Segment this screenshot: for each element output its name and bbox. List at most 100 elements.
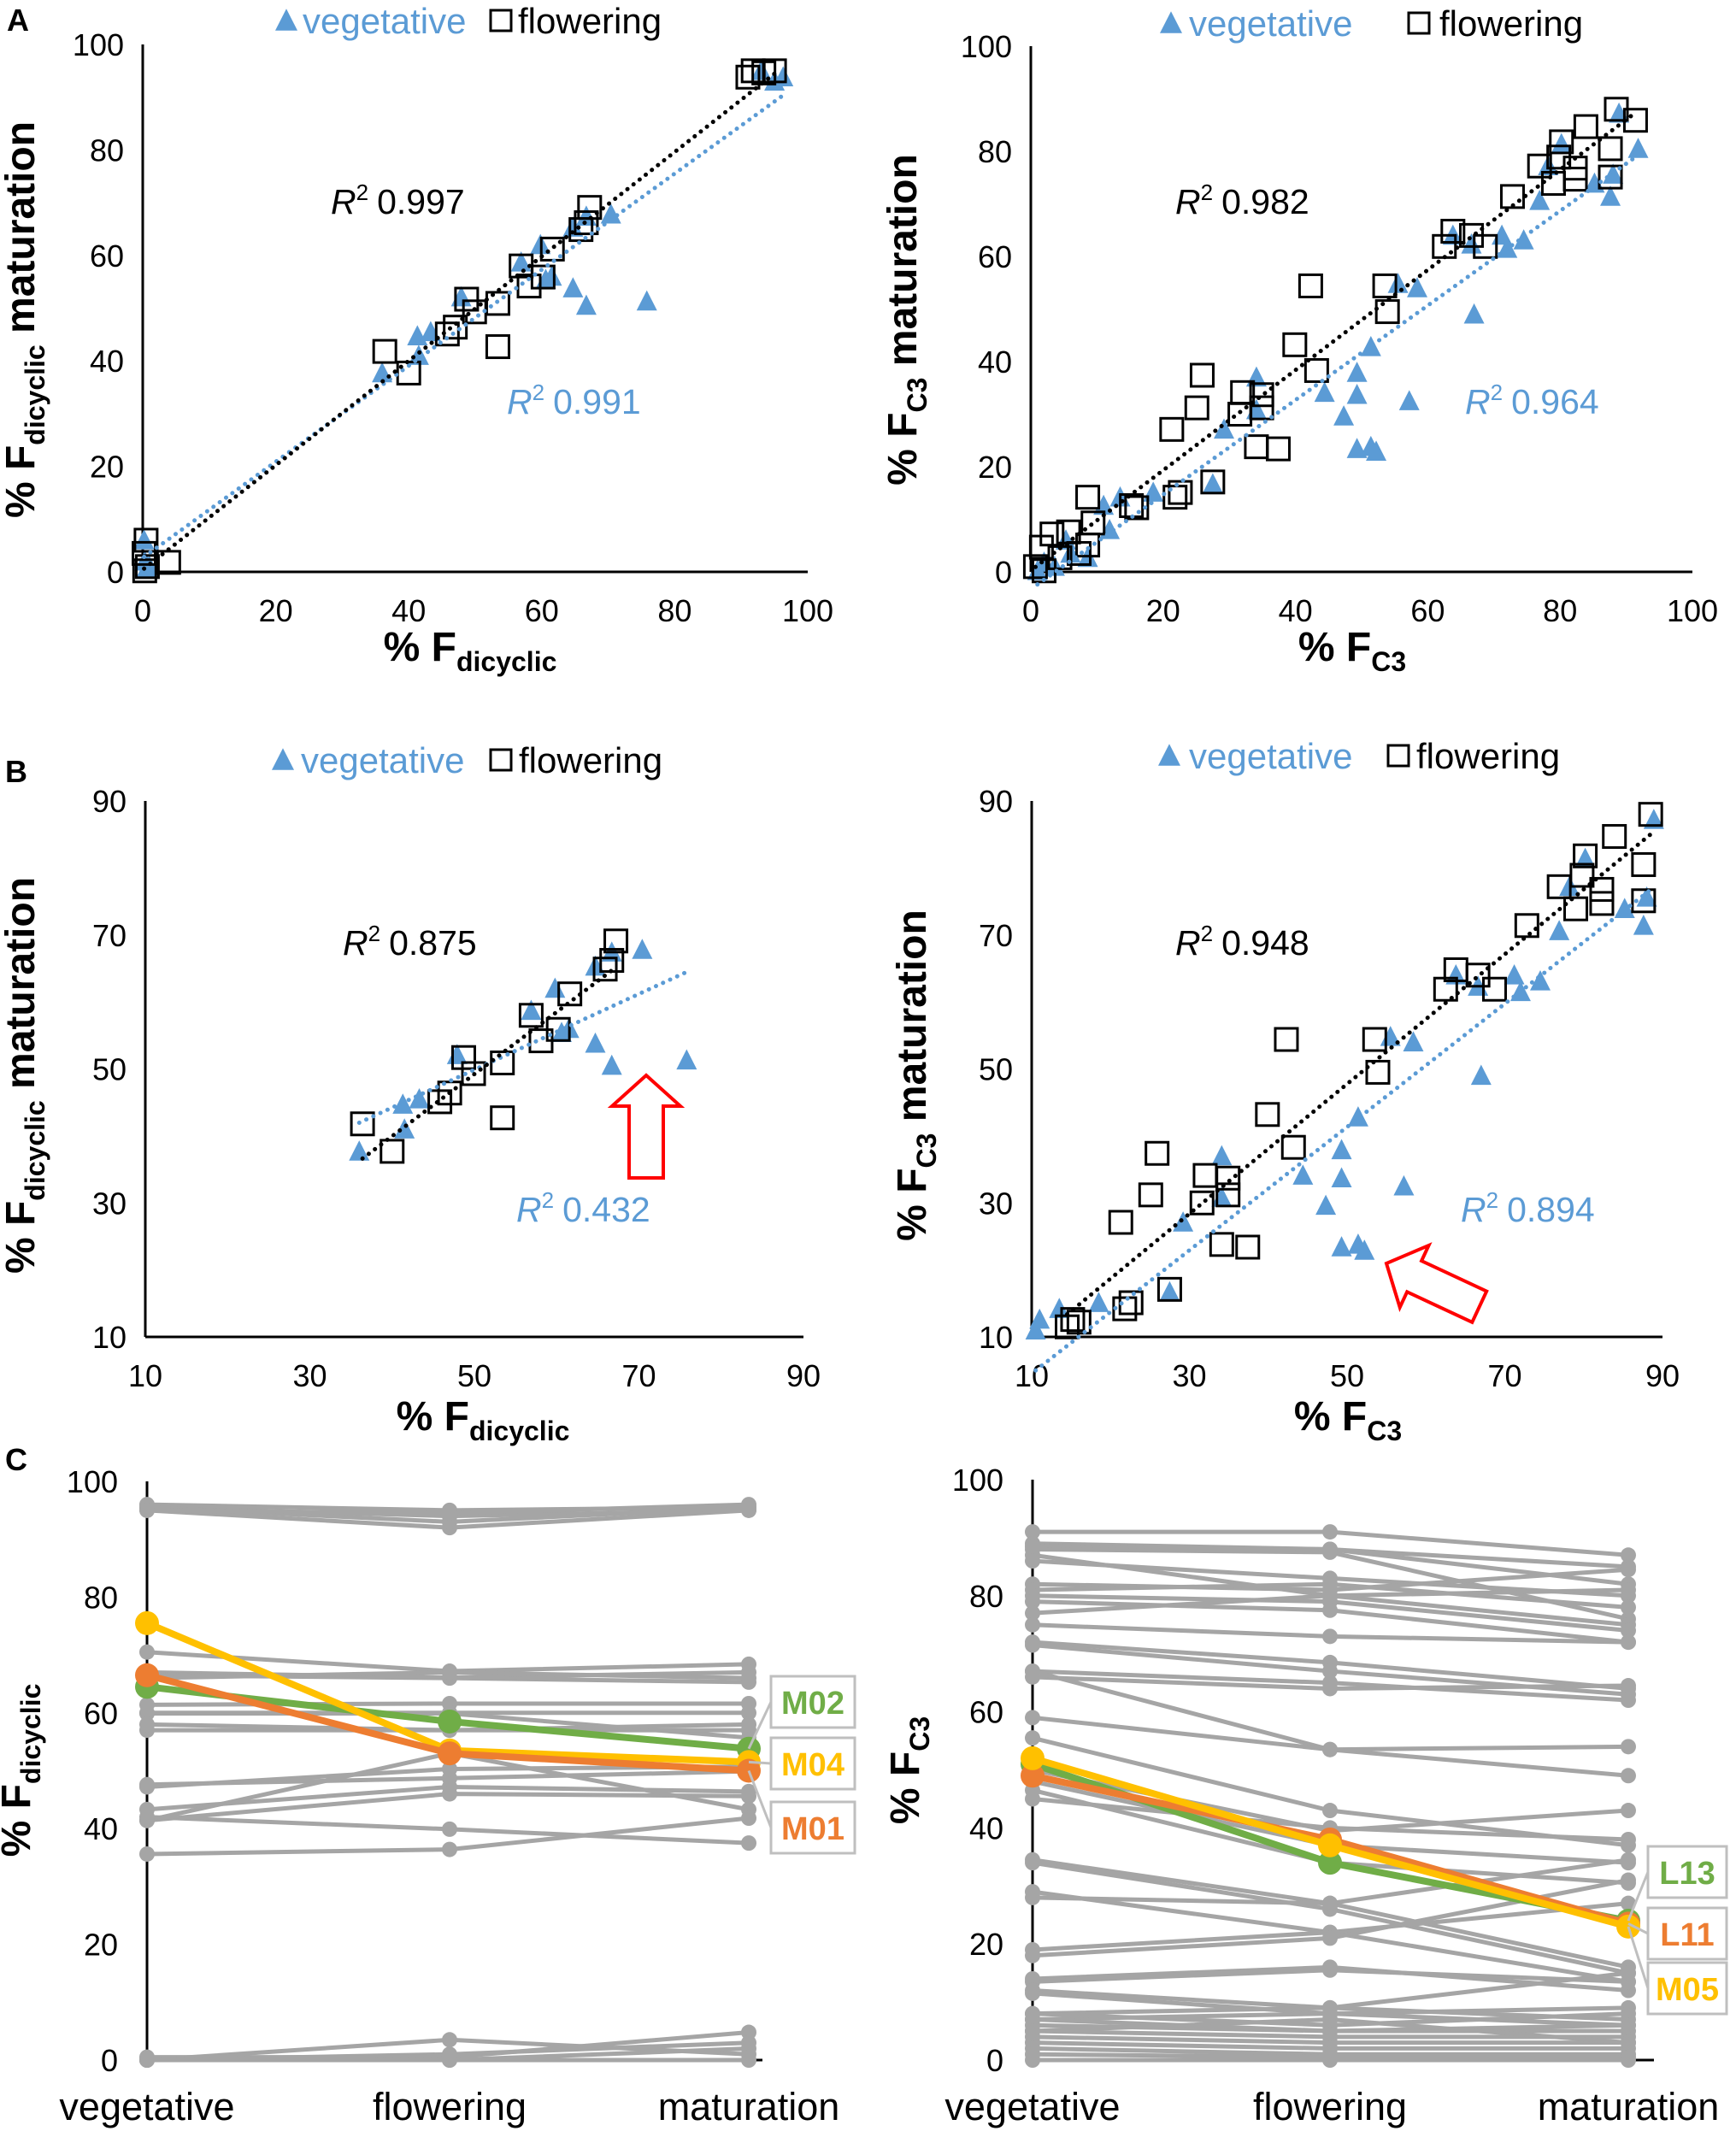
sample-series-marker [1322,1803,1338,1819]
y-tick-label: 40 [90,344,124,379]
x-tick-label: 100 [1667,593,1718,628]
flowering-point [1156,1276,1182,1302]
vegetative-r2-label: R2 0.894 [1461,1187,1595,1229]
axis-title-subscript: C3 [911,1133,942,1169]
flowering-point [518,1003,544,1028]
flowering-point [1440,218,1466,244]
vegetative-point [1211,1145,1233,1166]
sample-series-marker [1621,1582,1636,1598]
legend-flowering-square-icon [1407,11,1431,35]
vegetative-point [349,1140,370,1161]
sample-series-marker [442,2032,457,2048]
vegetative-r2-label: R2 0.432 [516,1187,650,1229]
y-tick-label: 70 [92,918,127,953]
chart-bottom-right: 0 20 40 60 80 100 vegetative flowering maturatio… [883,1463,1728,2128]
flowering-point [1124,495,1150,521]
sample-series-marker [442,1821,457,1837]
vegetative-trendline [1035,152,1641,587]
vegetative-point [1407,277,1428,297]
vegetative-point [1530,970,1551,991]
y-tick-label: 50 [92,1052,127,1087]
y-tick-label: 0 [107,555,124,590]
sample-series [139,1809,756,1851]
flowering-point [1067,540,1092,566]
vegetative-point [1049,1298,1070,1318]
flowering-point [443,315,468,340]
x-tick-label: 90 [786,1358,821,1393]
sample-series-marker [741,2052,756,2068]
legend-vegetative-triangle-icon [275,9,297,31]
axis-title-suffix: maturation [0,877,44,1100]
legend-flowering-square-icon [489,748,513,772]
sample-series-marker [139,1644,155,1660]
vegetative-point [1354,1239,1375,1260]
y-tick-label: 100 [961,29,1012,64]
r2-symbol: R [343,923,368,963]
sample-series-marker [1025,1947,1040,1963]
vegetative-trendline [142,92,786,559]
flowering-point [1514,913,1539,939]
y-tick-label: 0 [995,555,1012,590]
flowering-point [574,210,599,236]
flowering-point [1200,469,1226,495]
flowering-point [434,321,460,347]
vegetative-point [1331,1236,1352,1257]
sample-series-marker [442,1505,457,1522]
y-tick-label: 30 [979,1186,1013,1221]
x-tick-label: 10 [1015,1358,1049,1393]
chart-bottom-left: C 0 20 40 60 80 100 vegetative flowering maturati… [0,1442,856,2128]
flowering-point [1235,1234,1261,1260]
r2-superscript: 2 [1201,921,1213,946]
flowering-trendline [1065,832,1653,1317]
vegetative-point [601,1054,622,1075]
flowering-point [1527,153,1552,179]
sample-series-marker [1322,1628,1338,1645]
sample-series-marker [1621,1599,1636,1616]
vegetative-point [1346,438,1368,458]
vegetative-point [1159,1280,1180,1302]
flowering-point [1189,362,1215,388]
flowering-point [1162,485,1188,510]
r2-symbol: R [516,1190,542,1229]
highlighted-series-M05-marker [1318,1833,1342,1857]
sample-series-marker [1025,1663,1040,1680]
sample-series-marker [741,1788,756,1804]
r2-superscript: 2 [542,1187,554,1213]
sample-series-marker [741,1497,756,1513]
y-tick-label: 100 [952,1463,1003,1498]
vegetative-trendline [356,969,689,1125]
legend-vegetative-triangle-icon [1158,744,1180,766]
sample-series [1025,1851,1636,1911]
flowering-point [380,1139,405,1164]
vegetative-point [1513,229,1534,250]
y-tick-label: 60 [90,238,124,274]
sample-series-marker [1322,1576,1338,1592]
red-arrow-annotation [1384,1242,1489,1325]
flowering-point [1473,233,1498,259]
vegetative-point [1025,1319,1046,1339]
flowering-point [1589,891,1615,916]
y-tick-label: 90 [92,784,127,819]
sample-series-marker [1621,1872,1636,1888]
vegetative-point [541,265,562,286]
flowering-point [1145,1140,1170,1166]
y-tick-label: 30 [92,1186,127,1221]
flowering-point [1303,357,1329,383]
vegetative-r2-label: R2 0.991 [507,380,641,421]
r2-symbol: R [1465,382,1491,421]
panel-label: B [5,754,27,789]
sample-series-marker [741,1670,756,1687]
sample-series-marker [442,2052,457,2068]
r2-value: 0.432 [562,1190,650,1229]
highlighted-series-M01-marker [135,1663,159,1687]
sample-series-marker [442,1664,457,1681]
vegetative-point [394,1118,415,1139]
sample-series [1025,1616,1636,1651]
y-tick-label: 50 [979,1052,1013,1087]
vegetative-point [676,1049,697,1070]
callout-label-L11: L11 [1660,1917,1714,1953]
sample-series [1025,2011,1636,2051]
